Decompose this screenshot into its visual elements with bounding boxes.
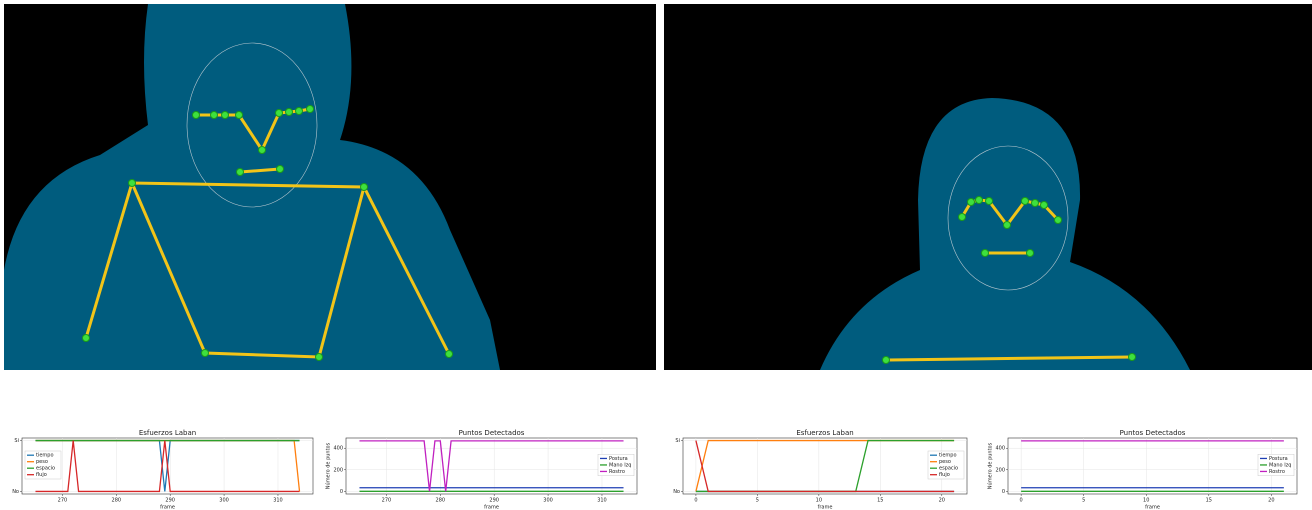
x-axis-label: frame <box>1145 505 1160 510</box>
legend-label: tiempo <box>939 453 957 459</box>
legend-label: Rostro <box>609 469 625 475</box>
legend-label: Mano Izq <box>609 462 631 468</box>
x-axis-label: frame <box>160 505 175 510</box>
x-tick-label: 310 <box>273 498 283 504</box>
y-tick-label: 400 <box>333 446 343 452</box>
x-tick-label: 300 <box>219 498 229 504</box>
x-tick-label: 10 <box>1143 498 1149 504</box>
x-tick-label: 300 <box>543 498 553 504</box>
x-tick-label: 290 <box>489 498 499 504</box>
x-axis-label: frame <box>484 505 499 510</box>
x-tick-label: 10 <box>816 498 822 504</box>
y-tick-label: 400 <box>995 446 1005 452</box>
left-video <box>4 4 656 370</box>
legend-label: Mano Izq <box>1269 462 1291 468</box>
right-video <box>664 4 1312 370</box>
y-axis-label: Número de puntos <box>987 442 994 489</box>
x-tick-label: 0 <box>694 498 697 504</box>
legend-label: tiempo <box>36 453 54 459</box>
y-tick-label: Si <box>14 438 19 444</box>
x-tick-label: 270 <box>58 498 68 504</box>
x-tick-label: 280 <box>112 498 122 504</box>
x-tick-label: 15 <box>1206 498 1212 504</box>
x-tick-label: 5 <box>756 498 759 504</box>
x-tick-label: 0 <box>1020 498 1023 504</box>
chart-title: Esfuerzos Laban <box>796 429 853 437</box>
screen: No Si 270 280 290 300 310 Esfuerzos Laban frame t… <box>0 0 1312 510</box>
x-tick-label: 310 <box>597 498 607 504</box>
x-tick-label: 270 <box>382 498 392 504</box>
x-tick-label: 5 <box>1082 498 1085 504</box>
charts: No Si 270 280 290 300 310 Esfuerzos Laban frame t… <box>12 429 1297 510</box>
legend-label: peso <box>36 459 48 465</box>
legend-label: flujo <box>36 472 47 478</box>
y-tick-label: 0 <box>340 489 343 495</box>
x-tick-label: 20 <box>1268 498 1274 504</box>
x-tick-label: 280 <box>436 498 446 504</box>
plot-area <box>346 438 637 494</box>
y-tick-label: 200 <box>333 467 343 473</box>
y-tick-label: No <box>673 489 680 495</box>
legend-label: espacio <box>939 466 958 472</box>
chart-title: Puntos Detectados <box>1120 429 1186 437</box>
x-tick-label: 15 <box>877 498 883 504</box>
plot-area <box>1008 438 1297 494</box>
legend-label: Rostro <box>1269 469 1285 475</box>
legend-label: Postura <box>1269 456 1288 462</box>
chart-title: Puntos Detectados <box>459 429 525 437</box>
y-tick-label: Si <box>675 438 680 444</box>
legend-label: flujo <box>939 472 950 478</box>
x-tick-label: 290 <box>165 498 175 504</box>
y-tick-label: No <box>12 489 19 495</box>
y-tick-label: 200 <box>995 467 1005 473</box>
legend-label: espacio <box>36 466 55 472</box>
chart-title: Esfuerzos Laban <box>139 429 196 437</box>
x-axis-label: frame <box>818 505 833 510</box>
y-axis-label: Número de puntos <box>325 442 332 489</box>
y-tick-label: 0 <box>1002 489 1005 495</box>
legend-label: Postura <box>609 456 628 462</box>
legend-label: peso <box>939 459 951 465</box>
plot-area <box>683 438 967 494</box>
x-tick-label: 20 <box>939 498 945 504</box>
